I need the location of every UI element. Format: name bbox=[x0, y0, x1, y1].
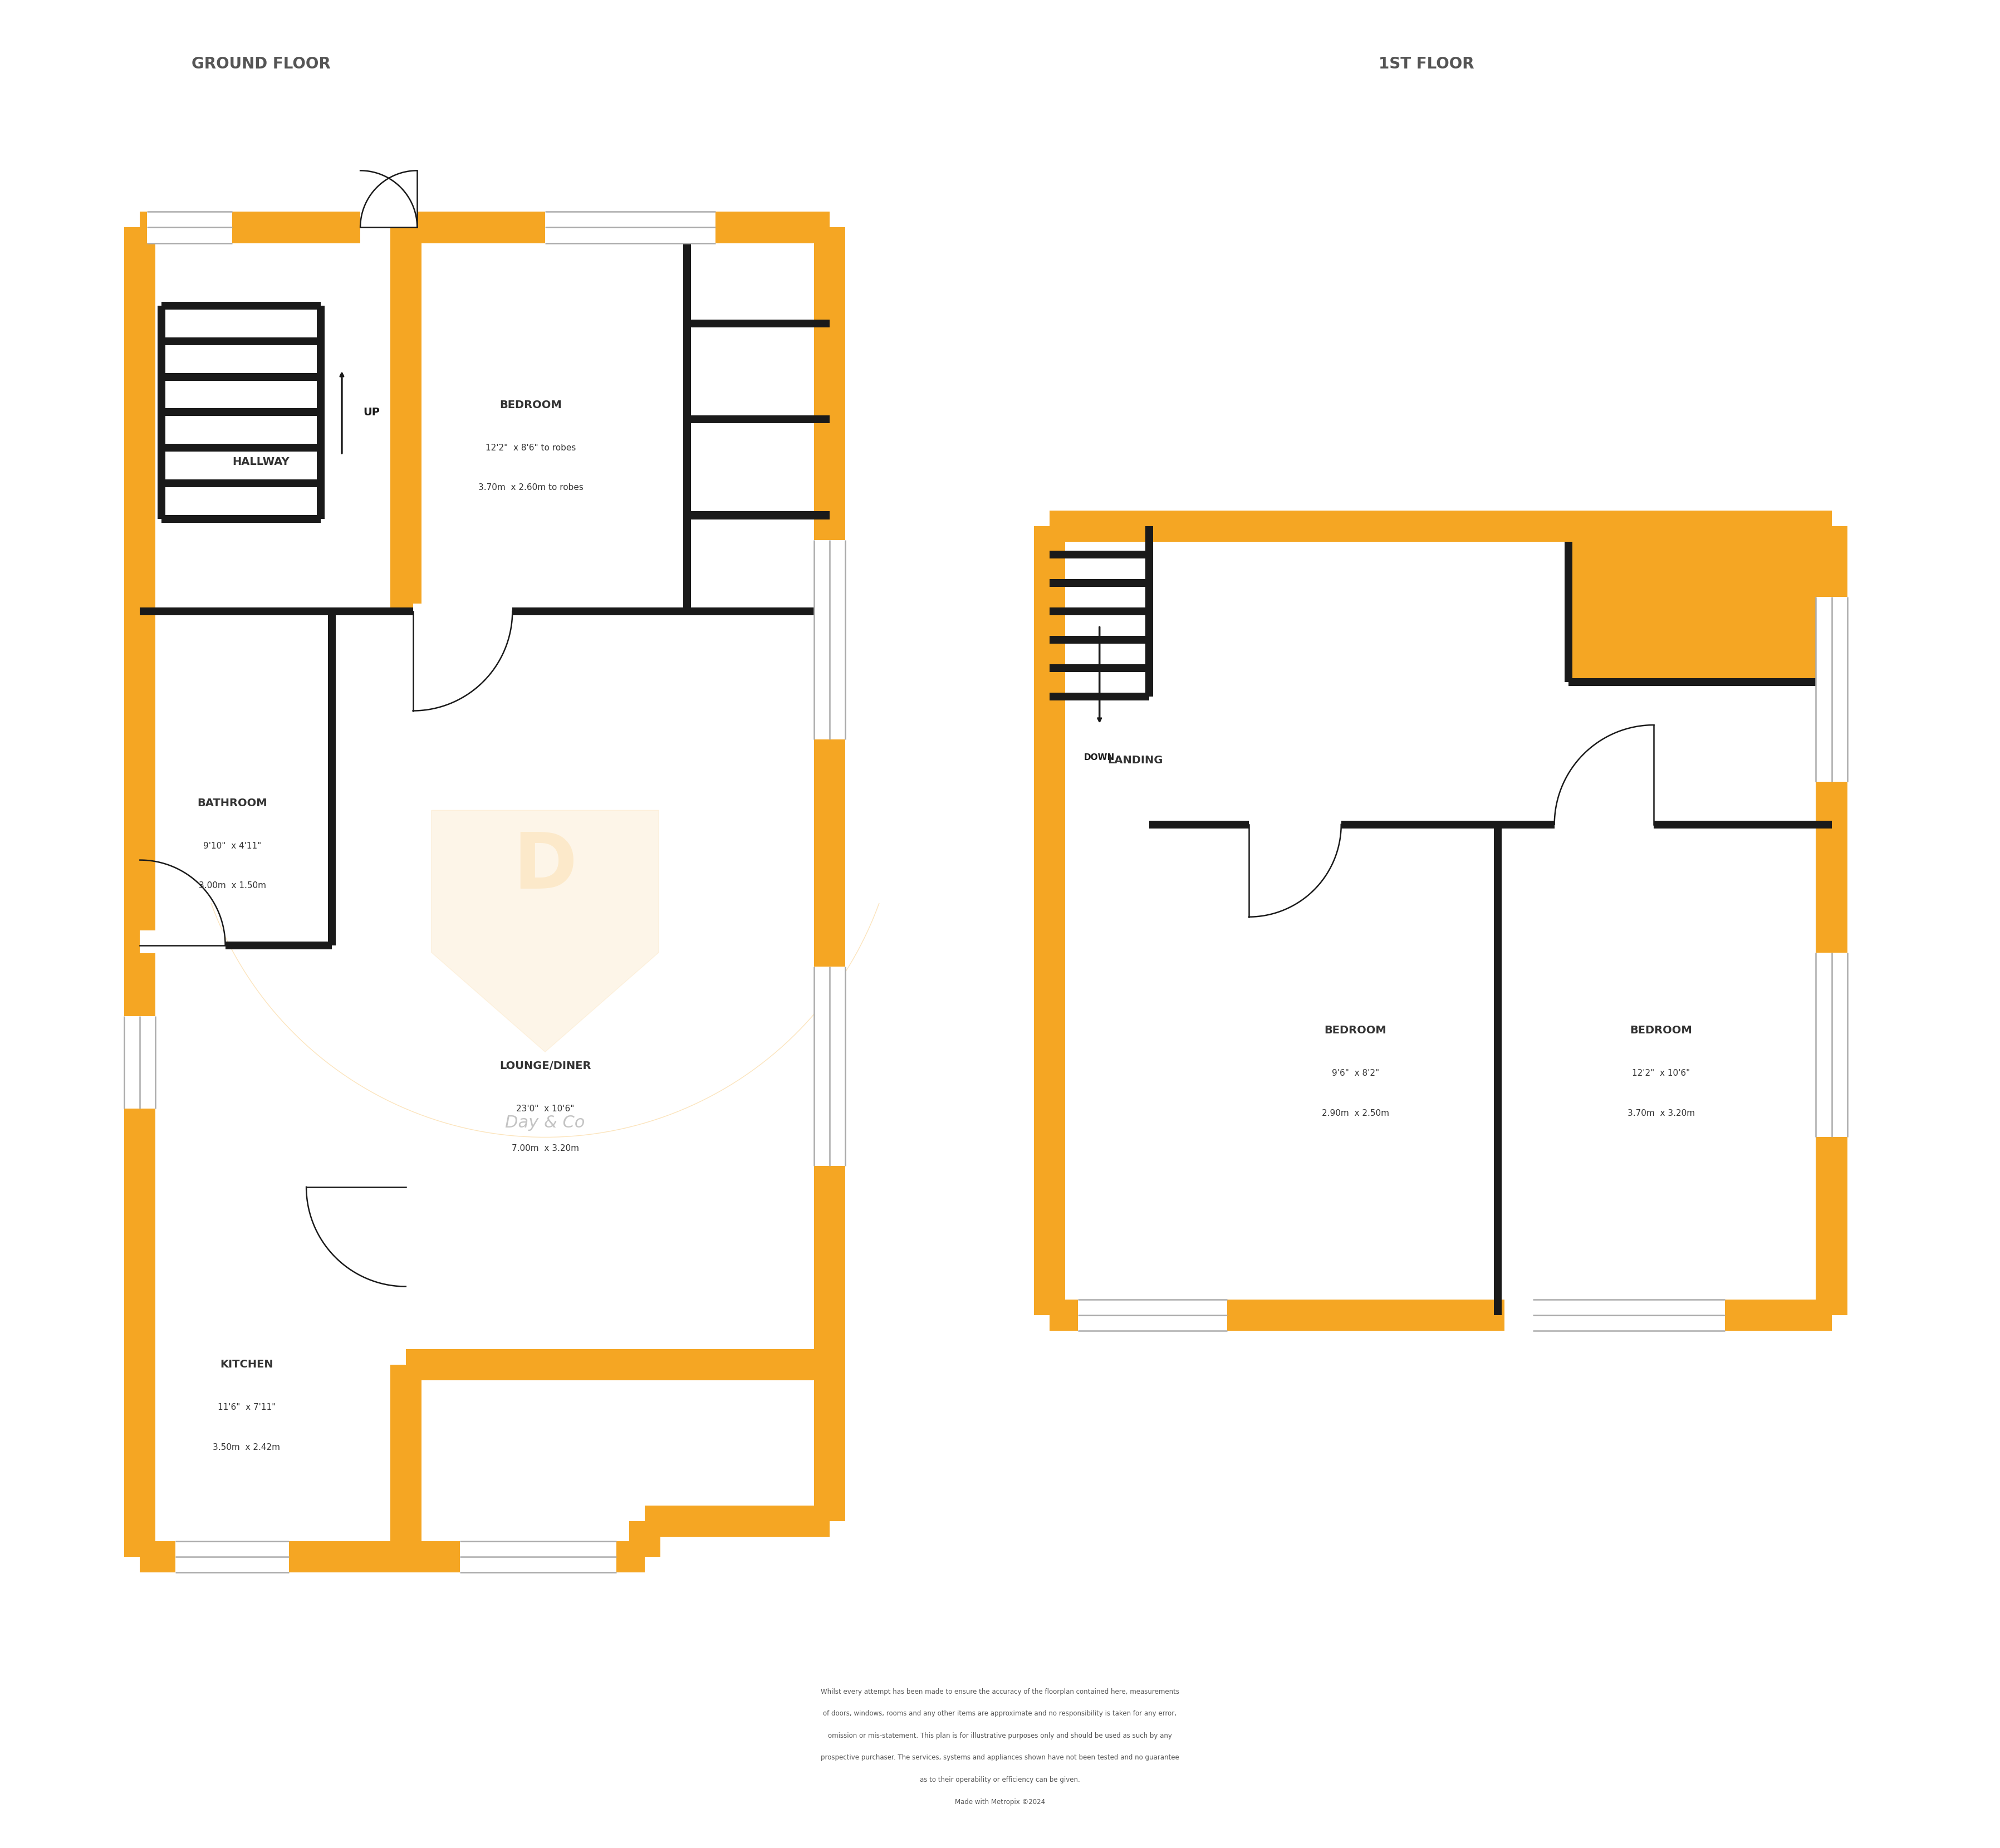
Bar bbox=[814, 227, 846, 1364]
Bar bbox=[140, 930, 226, 954]
Bar bbox=[162, 373, 320, 381]
Bar bbox=[124, 227, 156, 1556]
Text: of doors, windows, rooms and any other items are approximate and no responsibili: of doors, windows, rooms and any other i… bbox=[824, 1709, 1176, 1717]
Text: UP: UP bbox=[364, 407, 380, 418]
Bar bbox=[1564, 541, 1572, 682]
Text: KITCHEN: KITCHEN bbox=[220, 1360, 274, 1369]
Bar bbox=[162, 516, 320, 523]
Bar bbox=[124, 1016, 156, 1109]
Text: 3.00m  x 1.50m: 3.00m x 1.50m bbox=[198, 881, 266, 889]
Text: 7.00m  x 3.20m: 7.00m x 3.20m bbox=[512, 1144, 578, 1153]
Text: Day & Co: Day & Co bbox=[506, 1114, 586, 1131]
Bar bbox=[232, 213, 360, 244]
Bar bbox=[162, 408, 320, 416]
Bar bbox=[1534, 1299, 1724, 1331]
Bar bbox=[162, 301, 320, 309]
Bar bbox=[1724, 1299, 1832, 1331]
Bar bbox=[1034, 527, 1066, 1316]
Bar bbox=[1050, 663, 1150, 673]
Bar bbox=[1816, 527, 1848, 1316]
Text: BEDROOM: BEDROOM bbox=[1630, 1026, 1692, 1037]
Text: D: D bbox=[514, 830, 578, 906]
Bar bbox=[406, 1541, 644, 1573]
Text: Made with Metropix ©2024: Made with Metropix ©2024 bbox=[954, 1798, 1046, 1805]
Bar bbox=[390, 1364, 422, 1556]
Text: 12'2"  x 10'6": 12'2" x 10'6" bbox=[1632, 1070, 1690, 1077]
Bar bbox=[1150, 821, 1832, 828]
Bar bbox=[716, 213, 830, 244]
Bar bbox=[316, 305, 324, 519]
Text: 3.70m  x 3.20m: 3.70m x 3.20m bbox=[1628, 1109, 1694, 1118]
Text: 11'6"  x 7'11": 11'6" x 7'11" bbox=[218, 1403, 276, 1412]
Text: as to their operability or efficiency can be given.: as to their operability or efficiency ca… bbox=[920, 1776, 1080, 1783]
Bar bbox=[162, 479, 320, 488]
Bar bbox=[1050, 1299, 1078, 1331]
Bar bbox=[1816, 597, 1848, 782]
Bar bbox=[1568, 678, 1816, 686]
Bar bbox=[140, 1541, 406, 1573]
Bar bbox=[418, 213, 546, 244]
Bar bbox=[1050, 510, 1150, 541]
Bar bbox=[1050, 608, 1150, 615]
Text: 1ST FLOOR: 1ST FLOOR bbox=[1378, 55, 1474, 72]
Bar bbox=[412, 604, 512, 619]
Bar bbox=[814, 1364, 846, 1521]
Bar bbox=[158, 305, 166, 519]
Text: BEDROOM: BEDROOM bbox=[1324, 1026, 1386, 1037]
Bar bbox=[162, 444, 320, 451]
Text: 9'6"  x 8'2": 9'6" x 8'2" bbox=[1332, 1070, 1380, 1077]
Bar bbox=[140, 213, 148, 244]
Text: 3.50m  x 2.42m: 3.50m x 2.42m bbox=[212, 1443, 280, 1451]
Bar bbox=[1816, 952, 1848, 1137]
Bar bbox=[1554, 813, 1654, 828]
Text: BATHROOM: BATHROOM bbox=[198, 798, 268, 808]
Bar bbox=[1228, 1299, 1504, 1331]
Bar bbox=[1050, 693, 1150, 700]
Text: 23'0"  x 10'6": 23'0" x 10'6" bbox=[516, 1105, 574, 1112]
Bar bbox=[688, 416, 830, 423]
Bar bbox=[148, 213, 232, 244]
Text: HALLWAY: HALLWAY bbox=[232, 456, 290, 468]
Bar bbox=[460, 1541, 616, 1573]
Bar bbox=[176, 1541, 290, 1573]
Bar bbox=[140, 941, 332, 950]
Text: 2.90m  x 2.50m: 2.90m x 2.50m bbox=[1322, 1109, 1390, 1118]
Text: GROUND FLOOR: GROUND FLOOR bbox=[192, 55, 330, 72]
Bar bbox=[1494, 824, 1502, 1316]
Text: LANDING: LANDING bbox=[1108, 756, 1162, 765]
Bar bbox=[814, 540, 846, 739]
Bar bbox=[688, 512, 830, 519]
Text: 9'10"  x 4'11": 9'10" x 4'11" bbox=[204, 841, 262, 850]
Text: LOUNGE/DINER: LOUNGE/DINER bbox=[500, 1061, 590, 1072]
Bar bbox=[546, 213, 716, 244]
Bar bbox=[1150, 510, 1832, 541]
Text: prospective purchaser. The services, systems and appliances shown have not been : prospective purchaser. The services, sys… bbox=[820, 1754, 1180, 1761]
Bar bbox=[162, 338, 320, 346]
Text: 3.70m  x 2.60m to robes: 3.70m x 2.60m to robes bbox=[478, 484, 584, 492]
Bar bbox=[1078, 1299, 1228, 1331]
Bar bbox=[140, 608, 830, 615]
Bar bbox=[1050, 578, 1150, 586]
Bar bbox=[1146, 527, 1154, 697]
Bar bbox=[688, 320, 830, 327]
Text: BEDROOM: BEDROOM bbox=[500, 399, 562, 410]
Bar bbox=[684, 227, 692, 612]
Bar bbox=[628, 1521, 660, 1556]
Bar bbox=[814, 967, 846, 1166]
Polygon shape bbox=[432, 809, 658, 1052]
Bar bbox=[406, 1349, 830, 1380]
Bar bbox=[1050, 636, 1150, 643]
Text: 12'2"  x 8'6" to robes: 12'2" x 8'6" to robes bbox=[486, 444, 576, 453]
Bar bbox=[390, 227, 422, 612]
Text: omission or mis-statement. This plan is for illustrative purposes only and shoul: omission or mis-statement. This plan is … bbox=[828, 1732, 1172, 1739]
Bar bbox=[328, 612, 336, 946]
Bar bbox=[1568, 541, 1816, 682]
Bar bbox=[1248, 813, 1342, 828]
Bar bbox=[1050, 551, 1150, 558]
Text: DOWN: DOWN bbox=[1084, 754, 1114, 761]
Text: Whilst every attempt has been made to ensure the accuracy of the floorplan conta: Whilst every attempt has been made to en… bbox=[820, 1687, 1180, 1695]
Bar bbox=[644, 1506, 830, 1538]
Bar bbox=[402, 1186, 416, 1294]
